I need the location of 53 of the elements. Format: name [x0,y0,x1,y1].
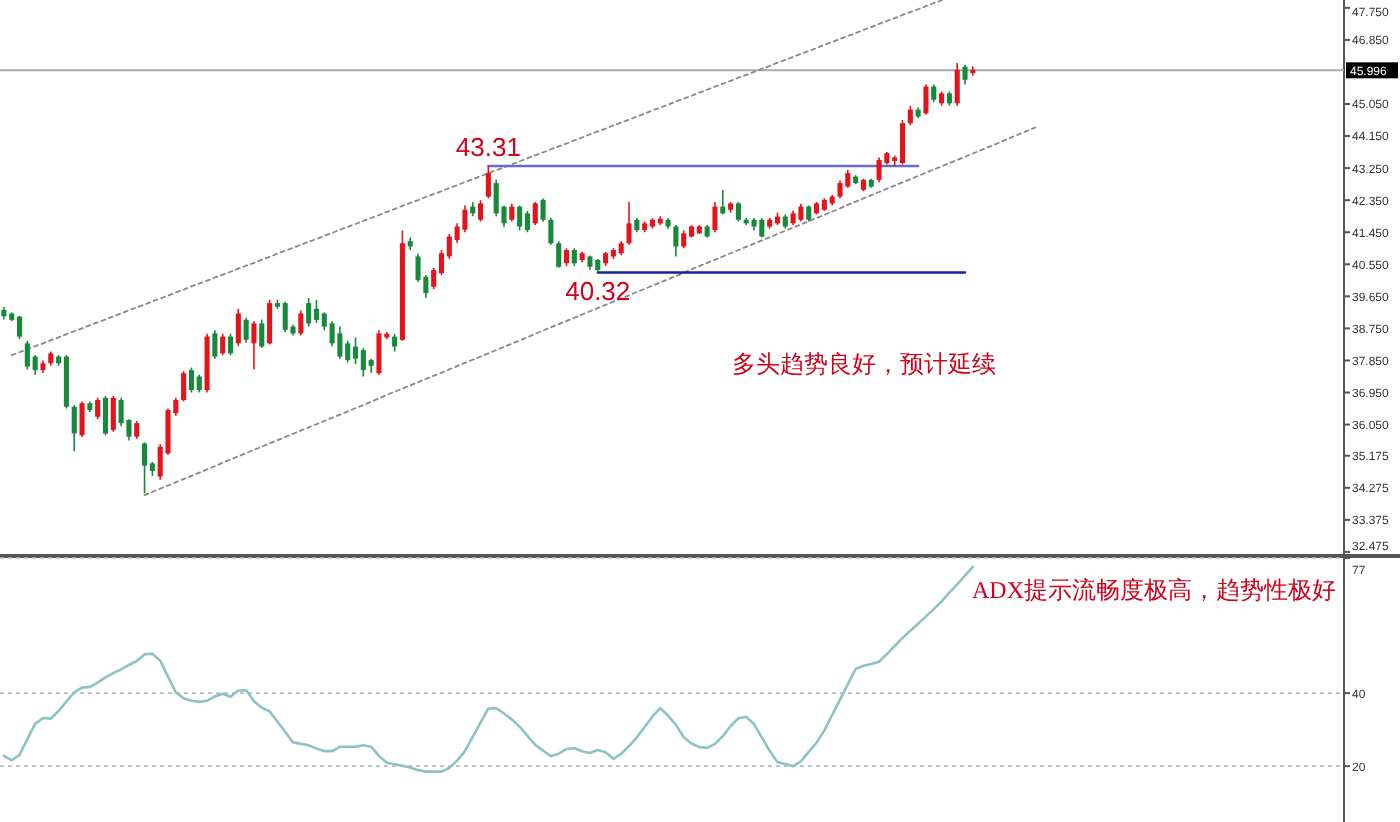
annotation: ADX提示流畅度极高，趋势性极好 [972,576,1336,604]
candlestick [181,370,187,403]
candlestick [337,325,343,360]
candlestick [524,210,530,234]
candlestick [212,329,218,360]
candlestick [17,315,23,340]
candlestick [79,400,85,438]
candlestick [259,318,265,349]
candlestick [188,366,194,394]
candlestick [626,201,632,246]
candlestick [227,332,234,356]
candlestick [95,397,101,421]
candlestick [962,64,968,86]
candlestick [24,340,30,371]
candlestick [282,300,288,333]
candlestick [345,340,351,364]
candlestick [548,217,554,246]
annotation: 43.31 [455,131,521,162]
candlestick [298,309,304,337]
candlestick [353,336,359,365]
candlestick [360,347,366,378]
candlestick [532,201,538,226]
candlestick [735,201,741,223]
candlestick [485,165,491,200]
candlestick [306,297,312,328]
candlestick [954,62,960,107]
candlestick [899,119,906,166]
annotation: 多头趋势良好，预计延续 [732,350,996,378]
candlestick [243,316,249,344]
candlestick [110,395,116,433]
candlestick [712,201,718,234]
candlestick [673,224,679,258]
candlestick [923,83,929,116]
candlestick [478,199,484,223]
candlestick [540,197,546,223]
candlestick [556,240,562,269]
candlestick [517,204,523,232]
candlestick [142,441,148,495]
candlestick [71,404,77,453]
candlestick [907,104,913,127]
candlestick [235,308,241,348]
candlestick [267,299,273,346]
annotation: 40.32 [565,276,631,307]
line-series [143,126,1037,496]
candlestick [759,217,765,239]
candlestick [313,299,320,324]
candlestick [876,156,882,184]
candlestick [462,204,468,234]
candlestick [376,329,382,376]
candlestick [251,320,257,371]
candlestick [493,179,499,217]
candlestick [102,395,109,437]
candlestick [220,332,226,356]
